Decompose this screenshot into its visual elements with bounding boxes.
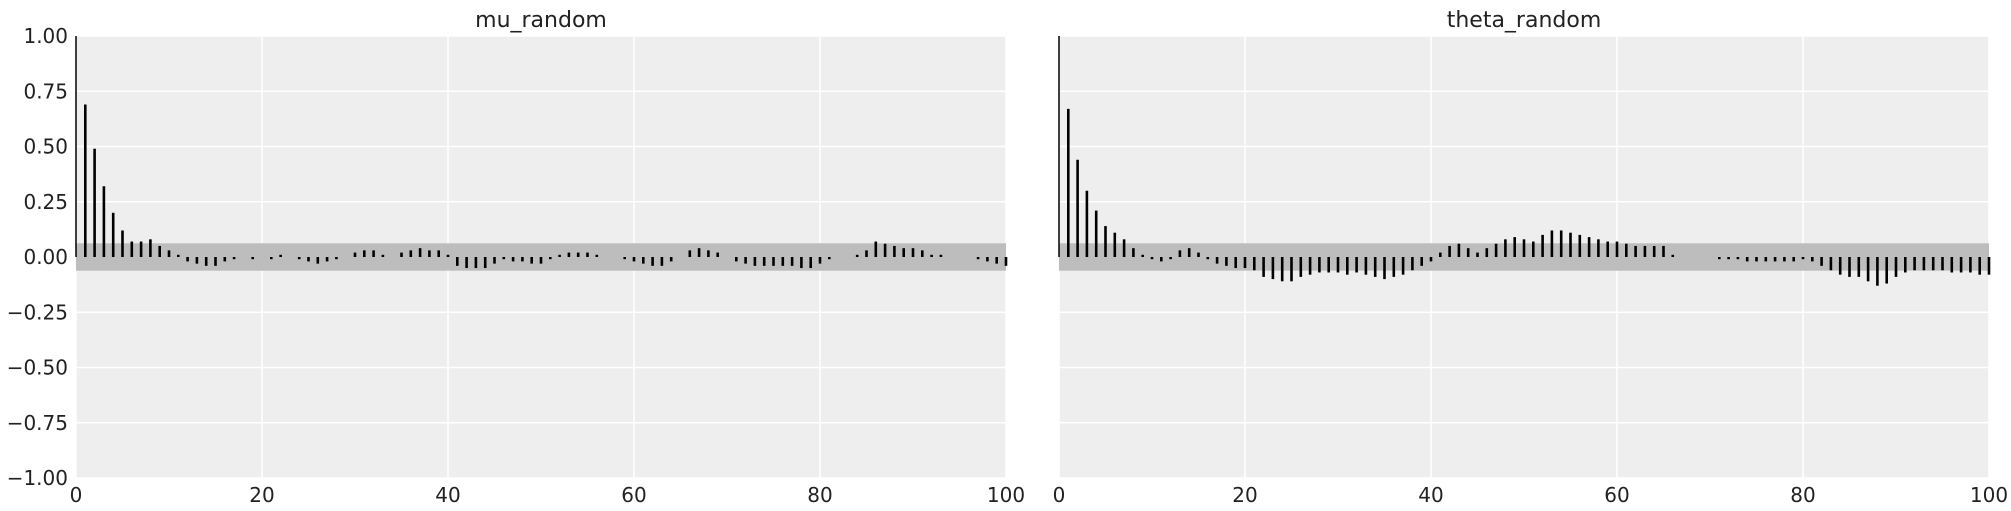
x-tick-label: 40 <box>435 483 460 507</box>
x-tick-label: 60 <box>1604 483 1629 507</box>
x-tick-label: 0 <box>70 483 83 507</box>
chart-panel-1: mu_random 0 20 40 60 80 100 1.00 0.75 0.50 0.25 0.0… <box>7 8 1025 507</box>
x-tick-label: 100 <box>987 483 1025 507</box>
chart-title: theta_random <box>1447 8 1602 33</box>
x-tick-label: 80 <box>1790 483 1815 507</box>
y-tick-label: −1.00 <box>7 466 68 490</box>
y-tick-label: 0.00 <box>23 245 68 269</box>
y-tick-label: −0.75 <box>7 411 68 435</box>
x-tick-label: 20 <box>1232 483 1257 507</box>
x-tick-label: 60 <box>621 483 646 507</box>
y-tick-label: 0.50 <box>23 135 68 159</box>
y-tick-label: −0.50 <box>7 356 68 380</box>
y-tick-label: 0.75 <box>23 79 68 103</box>
chart-panel-2: theta_random 0 20 40 60 80 100 <box>1053 8 2008 507</box>
x-tick-label: 40 <box>1418 483 1443 507</box>
y-tick-label: 1.00 <box>23 24 68 48</box>
chart-title: mu_random <box>475 8 607 33</box>
y-tick-label: 0.25 <box>23 190 68 214</box>
y-tick-label: −0.25 <box>7 300 68 324</box>
x-tick-label: 0 <box>1053 483 1066 507</box>
x-tick-label: 100 <box>1970 483 2008 507</box>
x-tick-label: 80 <box>807 483 832 507</box>
x-tick-label: 20 <box>249 483 274 507</box>
